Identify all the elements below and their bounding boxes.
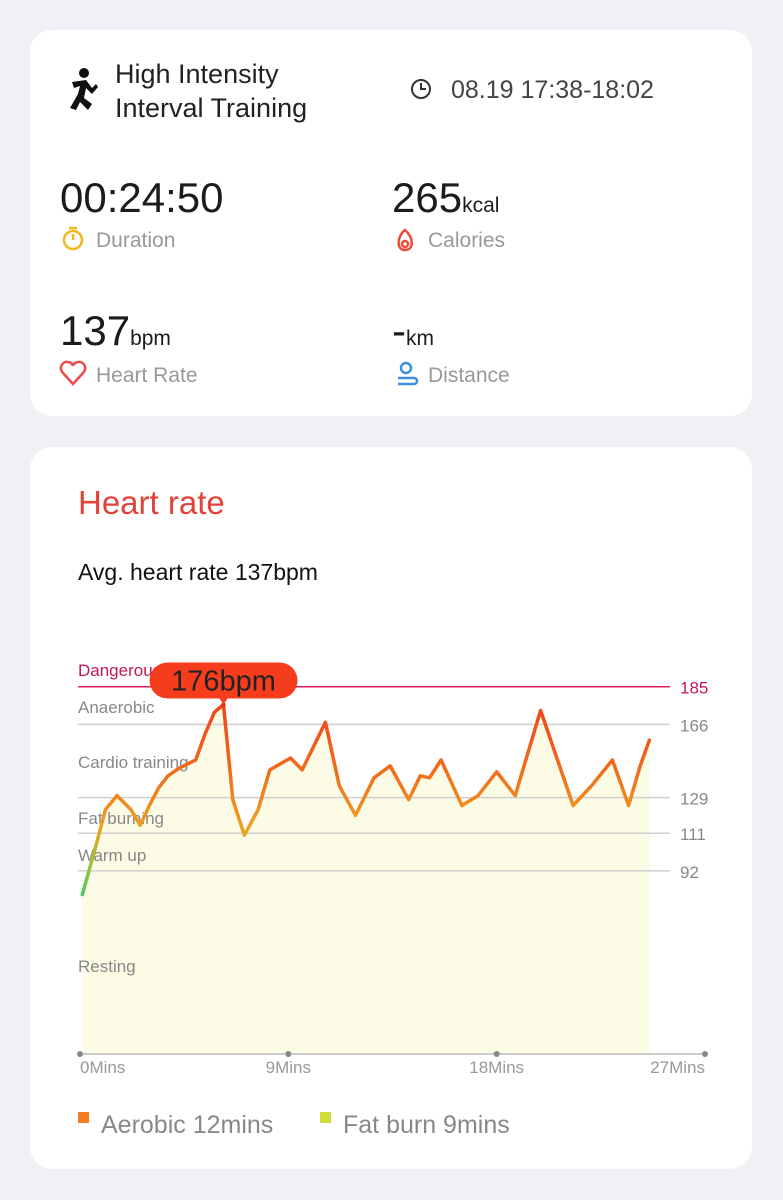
legend-swatch [78, 1112, 89, 1123]
plot: 185 166 129 111 92 Dangerous Anaerobic Cardio t… [77, 661, 708, 1139]
stat-number: 137 [60, 307, 130, 354]
stat-value: 137bpm [60, 307, 171, 354]
peak-label: 176bpm [171, 666, 276, 698]
stat-label: Distance [428, 364, 510, 387]
workout-title: High Intensity [115, 59, 279, 89]
x-tick [493, 1051, 500, 1057]
legend-label: Aerobic 12mins [101, 1111, 273, 1139]
stat-unit: km [406, 327, 434, 350]
y-tick-label: 129 [680, 790, 708, 809]
heart-rate-line [80, 702, 652, 897]
flame-icon [397, 228, 413, 252]
runner-icon [70, 68, 98, 110]
x-tick-label: 18Mins [469, 1058, 524, 1077]
stat-value: 00:24:50 [60, 174, 224, 221]
clock-icon [411, 79, 431, 99]
stat-value: -km [392, 307, 434, 354]
y-tick-label: 111 [680, 825, 706, 844]
summary-card [30, 30, 752, 416]
workout-time: 08.19 17:38-18:02 [451, 76, 654, 104]
area [82, 704, 650, 1053]
workout-title: Interval Training [115, 93, 307, 123]
x-tick-label: 27Mins [650, 1058, 705, 1077]
x-tick [285, 1051, 292, 1057]
stat-label: Calories [428, 229, 505, 252]
x-tick-label: 0Mins [80, 1058, 125, 1077]
y-tick-label: 92 [680, 863, 699, 882]
y-tick-label: 166 [680, 716, 708, 735]
route-icon [398, 361, 419, 386]
legend-label: Fat burn 9mins [343, 1111, 510, 1139]
chart-subtitle: Avg. heart rate 137bpm [78, 559, 318, 585]
stat-number: 265 [392, 174, 462, 221]
timer-icon [62, 226, 84, 251]
legend-swatch [320, 1112, 331, 1123]
zone-label: Dangerous [78, 661, 161, 680]
x-tick [702, 1051, 708, 1057]
stat-number: - [392, 307, 406, 354]
y-tick-label: 185 [680, 679, 708, 698]
peak-bubble [149, 662, 298, 699]
zone-label: Cardio training [78, 753, 189, 772]
stat-unit: kcal [462, 194, 499, 217]
stat-label: Duration [96, 229, 175, 252]
zone-label: Anaerobic [78, 698, 155, 717]
zone-label: Resting [78, 957, 136, 976]
x-tick [77, 1051, 83, 1057]
zone-label: Warm up [78, 846, 146, 865]
stat-label: Heart Rate [96, 364, 198, 387]
zone-label: Fat burning [78, 809, 164, 828]
stat-unit: bpm [130, 327, 171, 350]
x-tick-label: 9Mins [266, 1058, 311, 1077]
chart-title: Heart rate [78, 484, 225, 521]
stat-value: 265kcal [392, 174, 499, 221]
heart-icon [59, 360, 87, 386]
